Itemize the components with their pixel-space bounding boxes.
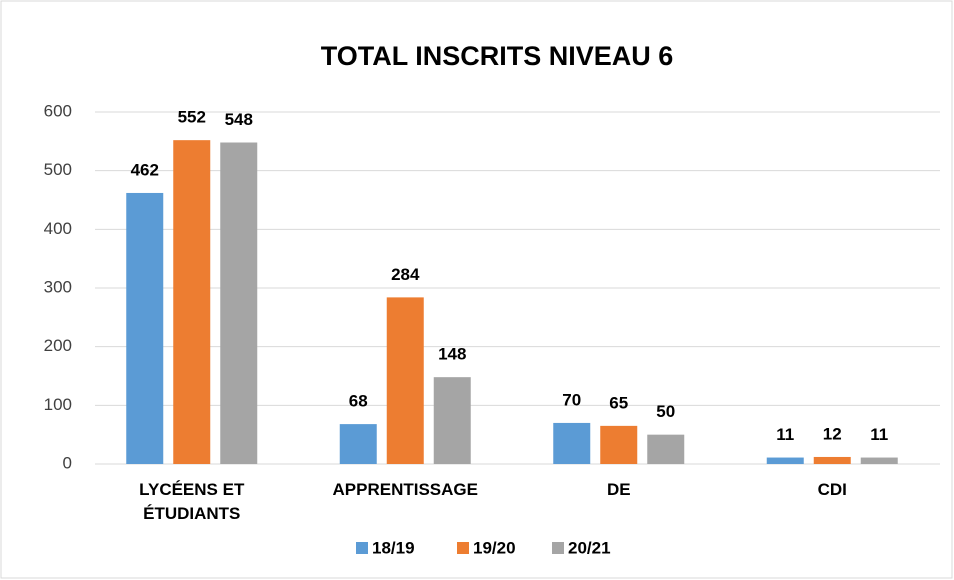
bar bbox=[553, 422, 591, 464]
data-label: 548 bbox=[225, 110, 253, 129]
x-tick-label: DE bbox=[606, 480, 631, 499]
bar bbox=[126, 192, 164, 464]
bar bbox=[386, 297, 424, 464]
data-label: 50 bbox=[656, 402, 675, 421]
bar bbox=[766, 457, 804, 464]
data-label: 462 bbox=[131, 160, 159, 179]
data-label: 284 bbox=[391, 265, 420, 284]
y-tick-label: 200 bbox=[44, 336, 72, 355]
y-tick-label: 300 bbox=[44, 277, 72, 296]
y-tick-label: 400 bbox=[44, 219, 72, 238]
legend-swatch bbox=[356, 542, 368, 554]
y-tick-label: 100 bbox=[44, 395, 72, 414]
legend-label: 20/21 bbox=[568, 538, 611, 557]
y-tick-label: 0 bbox=[63, 453, 72, 472]
x-tick-label: CDI bbox=[817, 480, 847, 499]
data-label: 12 bbox=[823, 424, 842, 443]
bar bbox=[813, 456, 851, 464]
bar bbox=[339, 424, 377, 464]
legend-label: 18/19 bbox=[372, 538, 415, 557]
y-tick-label: 500 bbox=[44, 160, 72, 179]
data-label: 552 bbox=[178, 108, 206, 127]
bar bbox=[433, 377, 471, 464]
legend-label: 19/20 bbox=[473, 538, 516, 557]
data-label: 11 bbox=[870, 425, 888, 444]
bar bbox=[647, 434, 685, 464]
x-tick-label: LYCÉENS ET ÉTUDIANTS bbox=[139, 480, 245, 523]
chart-title: TOTAL INSCRITS NIVEAU 6 bbox=[321, 41, 674, 71]
y-tick-label: 600 bbox=[44, 101, 72, 120]
bar bbox=[600, 425, 638, 464]
data-label: 68 bbox=[349, 392, 368, 411]
data-label: 65 bbox=[609, 393, 628, 412]
x-tick-label: APPRENTISSAGE bbox=[332, 480, 478, 499]
bar bbox=[860, 457, 898, 464]
data-label: 11 bbox=[776, 425, 794, 444]
legend-swatch bbox=[457, 542, 469, 554]
data-label: 70 bbox=[562, 390, 581, 409]
bar bbox=[173, 140, 211, 464]
legend-swatch bbox=[552, 542, 564, 554]
data-label: 148 bbox=[438, 345, 466, 364]
bar bbox=[220, 142, 258, 465]
